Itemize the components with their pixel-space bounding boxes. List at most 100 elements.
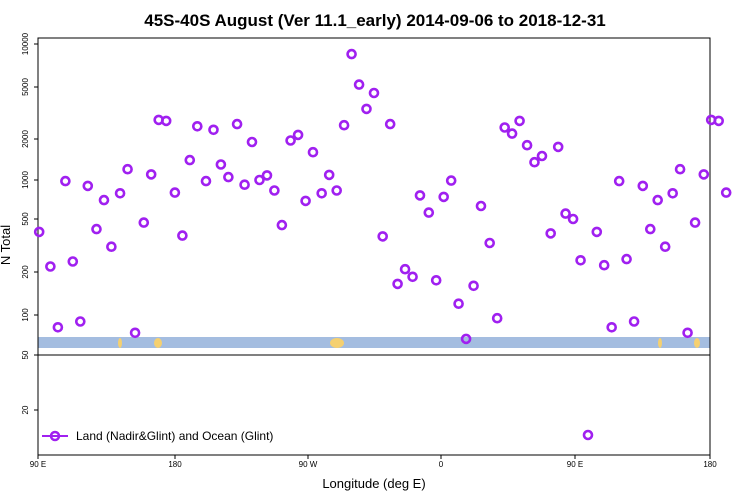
data-point [621, 253, 632, 265]
data-point [606, 321, 618, 333]
land-patch [330, 338, 344, 348]
data-point [307, 146, 319, 158]
data-point [575, 254, 586, 266]
data-point [300, 195, 311, 207]
data-point [652, 194, 664, 206]
data-point [637, 180, 649, 192]
data-point [536, 150, 548, 162]
data-point [713, 115, 725, 127]
data-point [628, 316, 640, 327]
legend-marker [49, 430, 61, 442]
data-point [160, 115, 172, 127]
data-point [33, 226, 45, 238]
data-point [346, 48, 357, 60]
data-point [361, 103, 372, 115]
data-point [122, 163, 133, 175]
data-point [438, 191, 450, 203]
data-point [453, 298, 464, 310]
data-point [423, 207, 435, 218]
legend-label: Land (Nadir&Glint) and Ocean (Glint) [76, 429, 273, 443]
y-axis-upper: 100 200 500 1000 2000 5000 10000 [21, 32, 38, 322]
series-points-lower [582, 429, 594, 441]
data-point [499, 122, 511, 133]
y-axis-label: N Total [0, 225, 13, 265]
x-axis: 90 E 180 90 W 0 90 E 180 [30, 455, 717, 469]
data-point [292, 129, 304, 141]
data-point [114, 188, 126, 199]
y-tick-label: 20 [21, 405, 30, 414]
data-point [567, 213, 579, 225]
data-point [98, 194, 110, 206]
data-point [254, 174, 265, 186]
data-point [45, 261, 56, 272]
y-tick-label: 200 [21, 265, 30, 279]
x-tick-label: 90 W [299, 460, 318, 469]
data-point [514, 115, 525, 127]
data-point [91, 223, 102, 235]
data-point [598, 259, 610, 271]
land-patch [154, 338, 162, 348]
data-point [75, 316, 86, 327]
data-point [698, 169, 710, 180]
data-point [285, 135, 296, 146]
data-point [591, 226, 603, 238]
data-point [613, 175, 625, 187]
data-point [276, 219, 288, 231]
data-point [184, 154, 196, 166]
data-point [246, 136, 258, 148]
data-point [475, 200, 487, 212]
series-points [33, 48, 732, 345]
data-point [323, 169, 335, 181]
data-point [506, 128, 518, 139]
data-point [560, 208, 571, 219]
data-point [239, 179, 250, 190]
data-point [674, 163, 686, 175]
data-point [460, 333, 472, 345]
data-point [545, 228, 557, 239]
data-point [338, 119, 350, 131]
data-point [353, 79, 365, 90]
land-patches [118, 338, 700, 348]
y-tick-label: 100 [21, 308, 30, 322]
data-point [208, 124, 219, 136]
data-point [52, 321, 64, 333]
data-point [552, 141, 564, 153]
data-point [215, 159, 227, 170]
x-tick-label: 90 E [30, 460, 46, 469]
data-point [521, 139, 533, 151]
data-point [644, 223, 656, 235]
data-point [468, 280, 479, 292]
y-tick-label: 5000 [21, 78, 30, 96]
x-tick-label: 0 [439, 460, 444, 469]
ocean-band [38, 337, 710, 348]
data-point [223, 171, 234, 183]
chart-title: 45S-40S August (Ver 11.1_early) 2014-09-… [144, 11, 605, 30]
data-point [368, 87, 380, 99]
data-point [169, 187, 181, 198]
x-tick-label: 90 E [567, 460, 583, 469]
data-point [377, 231, 389, 242]
data-point [200, 175, 212, 187]
y-tick-label: 50 [21, 350, 30, 359]
data-point [682, 327, 693, 339]
data-point [445, 175, 457, 186]
data-point [331, 185, 343, 196]
data-point [720, 187, 732, 198]
y-tick-label: 2000 [21, 130, 30, 148]
y-axis-lower: 50 20 [21, 350, 38, 414]
y-tick-label: 1000 [21, 171, 30, 189]
data-point [689, 217, 701, 228]
data-point [129, 327, 141, 339]
y-tick-label: 500 [21, 212, 30, 226]
data-point [138, 217, 150, 228]
x-tick-label: 180 [703, 460, 717, 469]
data-point [192, 121, 203, 132]
data-point [261, 170, 273, 181]
data-point [491, 312, 503, 324]
land-patch [658, 338, 662, 348]
legend: Land (Nadir&Glint) and Ocean (Glint) [42, 429, 273, 443]
data-point [529, 156, 540, 168]
data-point [316, 188, 328, 199]
data-point [407, 271, 418, 283]
